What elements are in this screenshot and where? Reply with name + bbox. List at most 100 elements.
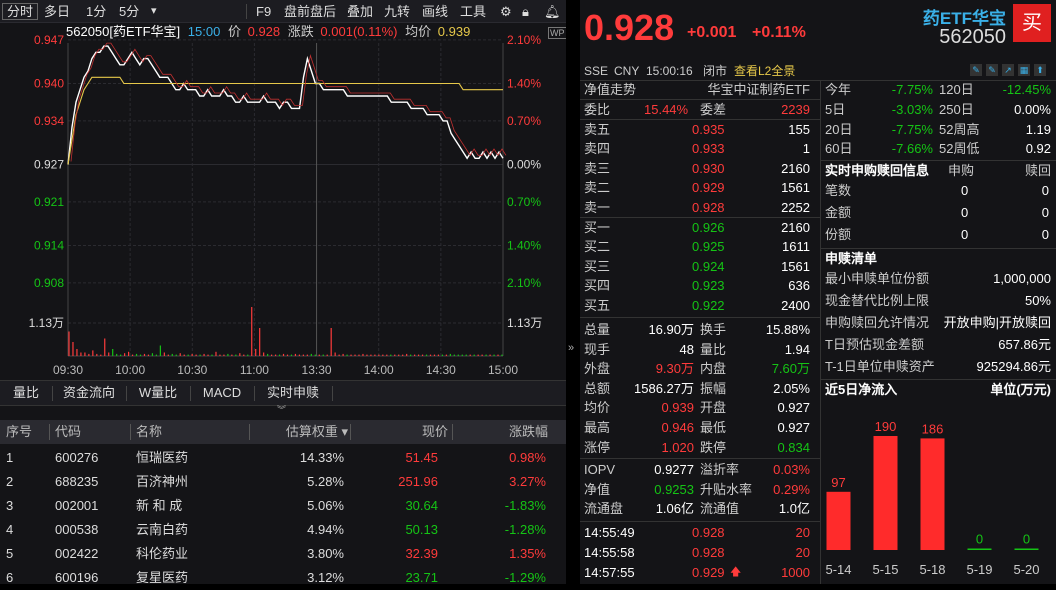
col-weight[interactable]: 估算权重 ▾ — [286, 420, 348, 444]
chart-avg: 0.939 — [438, 24, 471, 39]
asks-level-row[interactable]: 卖五0.935155 — [584, 120, 816, 139]
bids-level-row[interactable]: 买三0.9241561 — [584, 257, 816, 276]
y-tick-label-left: 0.940 — [34, 77, 64, 91]
edit-icon[interactable]: ✎ — [970, 64, 982, 76]
stats-label: 现手 — [584, 340, 610, 359]
table-row[interactable]: 4000538云南白药4.94%50.13-1.28% — [0, 518, 566, 542]
tab-realtime-subscribe[interactable]: 实时申赎 — [254, 381, 332, 405]
pre-post-market-button[interactable]: 盘前盘后 — [280, 3, 340, 20]
table-row[interactable]: 5002422科伦药业3.80%32.391.35% — [0, 542, 566, 566]
redemption-row-label: 申购赎回允许情况 — [825, 313, 929, 332]
table-row[interactable]: 1600276恒瑞医药14.33%51.450.98% — [0, 446, 566, 470]
redemption-row-value: 925294.86元 — [977, 357, 1051, 376]
stats-label: 量比 — [700, 340, 726, 359]
x-tick-label: 14:00 — [364, 363, 394, 377]
tab-intraday[interactable]: 分时 — [2, 3, 38, 20]
asks-level-row[interactable]: 卖二0.9291561 — [584, 178, 816, 197]
chart-settings-icon[interactable]: WP — [548, 27, 567, 39]
netflow-value-label: 97 — [831, 475, 845, 490]
netflow-bar — [921, 438, 945, 550]
tab-1min[interactable]: 1分 — [82, 3, 110, 20]
asks-level-row[interactable]: 卖一0.9282252 — [584, 198, 816, 217]
share-icon[interactable]: ⬆ — [1034, 64, 1046, 76]
stats-row: 最高0.946最低0.927 — [584, 418, 816, 437]
table-row[interactable]: 6600196复星医药3.12%23.71-1.29% — [0, 566, 566, 590]
grid-icon[interactable]: ▦ — [1018, 64, 1030, 76]
stats-value: 7.60万 — [772, 359, 810, 378]
overlay-button[interactable]: 叠加 — [343, 3, 377, 20]
lock-icon[interactable]: 🔒︎ — [518, 3, 533, 20]
chart-toolbar: 分时 多日 1分 5分 ▾ F9 盘前盘后 叠加 九转 画线 工具 ⚙ 🔒︎ 🔔… — [0, 0, 566, 23]
chart-code-name: 562050[药ETF华宝] — [66, 24, 180, 39]
expand-chevron-icon[interactable]: ︾ — [277, 403, 286, 416]
bids-level-row[interactable]: 买二0.9251611 — [584, 237, 816, 256]
collapse-chevron-icon[interactable]: » — [568, 342, 574, 354]
chart-grid — [68, 40, 503, 356]
stats-row: 涨停1.020跌停0.834 — [584, 438, 816, 457]
chart-info-bar: 562050[药ETF华宝] 15:00 价 0.928 涨跌 0.001(0.… — [66, 23, 470, 41]
l2-panorama-link[interactable]: 查看L2全景 — [734, 62, 795, 80]
bell-icon[interactable]: 🔔︎ — [540, 3, 565, 20]
subscribe-row-label: 份额 — [825, 225, 851, 244]
ask-levels: 卖五0.935155卖四0.9331卖三0.9302160卖二0.9291561… — [580, 120, 820, 217]
nine-turn-button[interactable]: 九转 — [380, 3, 414, 20]
volume-tick-left: 1.13万 — [29, 316, 64, 330]
panel-divider[interactable]: » — [566, 0, 580, 584]
draw-line-button[interactable]: 画线 — [418, 3, 452, 20]
row-change: -1.29% — [505, 566, 546, 590]
redemption-row-label: T日预估现金差额 — [825, 335, 924, 354]
quote-meta-bar: SSE CNY 15:00:16 闭市 查看L2全景 ✎ ✎ ↗ ▦ ⬆ — [580, 62, 1056, 80]
intraday-chart[interactable]: 09:3010:0010:3011:0013:3014:0014:3015:00… — [0, 23, 566, 380]
table-row[interactable]: 2688235百济神州5.28%251.963.27% — [0, 470, 566, 494]
col-name[interactable]: 名称 — [136, 420, 162, 444]
row-price: 30.64 — [405, 494, 438, 518]
bids-level-label: 买三 — [584, 257, 610, 276]
asks-level-row[interactable]: 卖三0.9302160 — [584, 159, 816, 178]
tools-button[interactable]: 工具 — [456, 3, 490, 20]
x-tick-label: 10:00 — [115, 363, 145, 377]
settings-icon[interactable]: ⚙ — [496, 3, 516, 20]
bid-levels: 买一0.9262160买二0.9251611买三0.9241561买四0.923… — [580, 218, 820, 315]
subscribe-col-redeem: 赎回 — [1025, 161, 1051, 180]
iopv-row: 净值0.9253升贴水率0.29% — [584, 480, 816, 499]
f9-button[interactable]: F9 — [252, 3, 275, 20]
col-change[interactable]: 涨跌幅 — [509, 420, 548, 444]
bids-level-row[interactable]: 买一0.9262160 — [584, 218, 816, 237]
tab-w-volume-ratio[interactable]: W量比 — [126, 381, 190, 405]
tab-5min[interactable]: 5分 — [115, 3, 143, 20]
tab-volume-ratio[interactable]: 量比 — [0, 381, 52, 405]
netflow-value-label: 190 — [875, 419, 897, 434]
netflow-bar — [827, 492, 851, 550]
asks-level-label: 卖二 — [584, 178, 610, 197]
stats-value: 0.939 — [661, 398, 694, 417]
asks-level-row[interactable]: 卖四0.9331 — [584, 139, 816, 158]
row-price: 50.13 — [405, 518, 438, 542]
row-name: 科伦药业 — [136, 542, 188, 566]
iopv-row: 流通盘1.06亿流通值1.0亿 — [584, 499, 816, 518]
period-dropdown-icon[interactable]: ▾ — [147, 3, 161, 20]
tick-price: 0.928 — [692, 523, 725, 542]
redemption-row-label: T-1日单位申赎资产 — [825, 357, 935, 376]
row-name: 百济神州 — [136, 470, 188, 494]
buy-button[interactable]: 买 — [1013, 4, 1051, 42]
col-code[interactable]: 代码 — [55, 420, 81, 444]
tick-volume: 20 — [796, 523, 810, 542]
table-row[interactable]: 3002001新 和 成5.06%30.64-1.83% — [0, 494, 566, 518]
subscribe-col-buy: 申购 — [948, 161, 974, 180]
perf-label: 20日 — [825, 120, 852, 139]
net-value-trend-row[interactable]: 净值走势 华宝中证制药ETF — [584, 80, 816, 99]
col-price[interactable]: 现价 — [422, 420, 448, 444]
tab-fund-flow[interactable]: 资金流向 — [52, 381, 126, 405]
redemption-rows: 最小申赎单位份额1,000,000现金替代比例上限50%申购赎回允许情况开放申购… — [821, 269, 1056, 379]
perf-label: 52周低 — [939, 139, 979, 158]
tick-list[interactable]: 14:55:490.9282014:55:580.9282014:57:550.… — [580, 523, 820, 584]
link-icon[interactable]: ↗ — [1002, 64, 1014, 76]
redemption-row: 最小申赎单位份额1,000,000 — [825, 269, 1053, 288]
tab-macd[interactable]: MACD — [190, 381, 254, 405]
col-index[interactable]: 序号 — [6, 420, 32, 444]
bids-level-row[interactable]: 买五0.9222400 — [584, 296, 816, 315]
bids-level-row[interactable]: 买四0.923636 — [584, 276, 816, 295]
tab-multi-day[interactable]: 多日 — [40, 3, 74, 20]
row-index: 6 — [6, 566, 13, 590]
pin-icon[interactable]: ✎ — [986, 64, 998, 76]
